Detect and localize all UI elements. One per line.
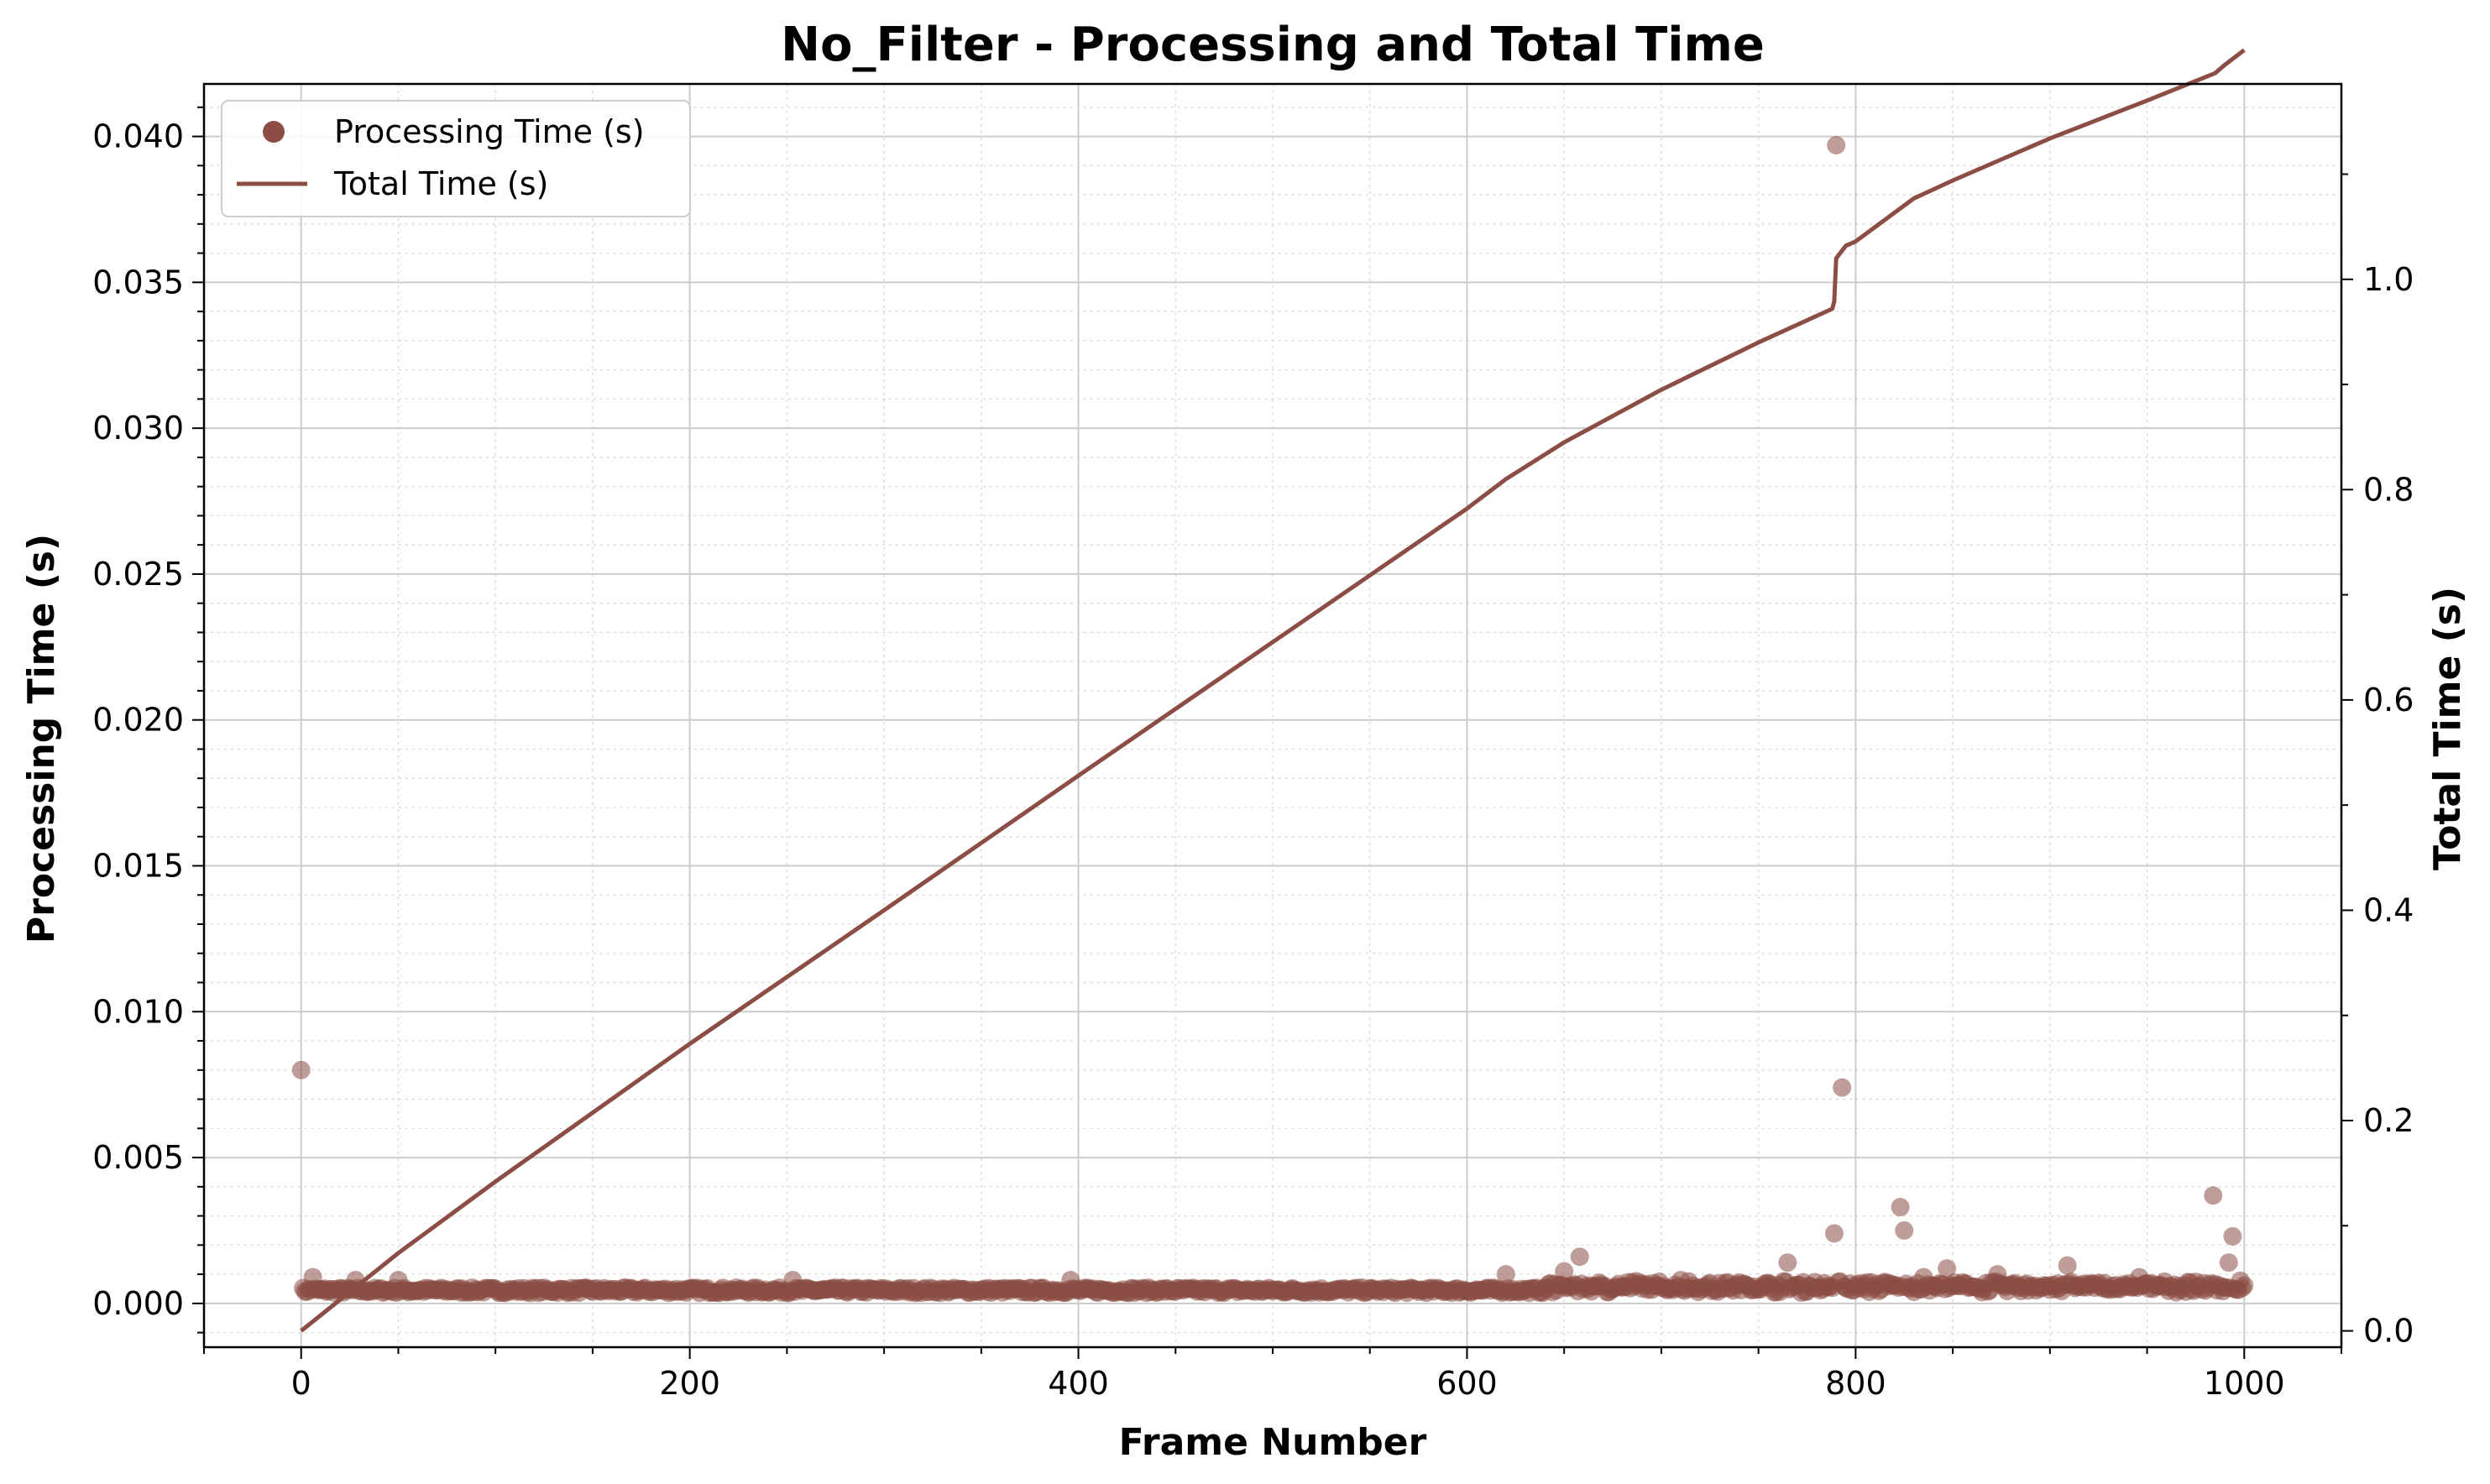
y2-axis-title: Total Time (s) xyxy=(2426,587,2469,870)
processing-time-point xyxy=(1778,1253,1797,1272)
processing-time-point xyxy=(1827,135,1846,154)
x-tick-label: 400 xyxy=(1048,1365,1109,1402)
y2-tick-label: 0.8 xyxy=(2363,471,2414,508)
y-tick-label: 0.025 xyxy=(92,556,184,593)
y2-tick-label: 0.2 xyxy=(2363,1102,2414,1139)
y-tick-label: 0.020 xyxy=(92,702,184,739)
processing-time-point xyxy=(2204,1186,2223,1205)
y-tick-label: 0.030 xyxy=(92,410,184,447)
processing-time-scatter xyxy=(291,135,2254,1303)
y-tick-label: 0.040 xyxy=(92,118,184,155)
y-tick-label: 0.000 xyxy=(92,1285,184,1322)
grid-layer xyxy=(203,84,2342,1347)
legend-frame xyxy=(221,100,691,217)
processing-time-point xyxy=(2223,1226,2242,1246)
y-axis-title: Processing Time (s) xyxy=(20,534,63,943)
processing-time-point xyxy=(1833,1078,1852,1097)
processing-time-point xyxy=(1938,1259,1957,1278)
x-tick-label: 1000 xyxy=(2204,1365,2285,1402)
y2-tick-label: 0.4 xyxy=(2363,891,2414,928)
processing-time-point xyxy=(1570,1247,1589,1267)
processing-time-point xyxy=(291,1060,311,1079)
total-time-line xyxy=(300,48,2246,1333)
processing-time-point xyxy=(1891,1198,1910,1217)
y-tick-label: 0.010 xyxy=(92,993,184,1030)
y-tick-label: 0.005 xyxy=(92,1139,184,1176)
x-tick-label: 0 xyxy=(291,1365,311,1402)
processing-time-point xyxy=(1895,1220,1914,1240)
x-tick-label: 200 xyxy=(659,1365,720,1402)
axes-layer: 0 200 400 600 800 1000 0.000 0.005 0.010 0.015 0.0… xyxy=(92,82,2414,1402)
legend-label-processing-time: Processing Time (s) xyxy=(334,113,645,150)
y2-tick-label: 0.6 xyxy=(2363,682,2414,718)
legend-label-total-time: Total Time (s) xyxy=(333,165,548,202)
chart-title: No_Filter - Processing and Total Time xyxy=(781,18,1765,72)
total-time-line-layer xyxy=(300,48,2246,1333)
processing-time-point xyxy=(1824,1224,1844,1243)
y-tick-label: 0.015 xyxy=(92,848,184,885)
y2-tick-label: 1.0 xyxy=(2363,261,2414,298)
processing-time-point xyxy=(2219,1253,2238,1272)
processing-time-point xyxy=(1555,1262,1574,1281)
processing-time-point xyxy=(1496,1265,1515,1284)
x-tick-label: 600 xyxy=(1436,1365,1498,1402)
processing-time-point xyxy=(2058,1256,2077,1275)
legend-marker-processing-time xyxy=(263,121,285,143)
x-axis-title: Frame Number xyxy=(1119,1421,1427,1464)
processing-time-point xyxy=(2235,1276,2254,1295)
x-tick-label: 800 xyxy=(1825,1365,1886,1402)
legend: Processing Time (s) Total Time (s) xyxy=(221,100,691,217)
y2-tick-label: 0.0 xyxy=(2363,1313,2414,1350)
y-tick-label: 0.035 xyxy=(92,264,184,300)
